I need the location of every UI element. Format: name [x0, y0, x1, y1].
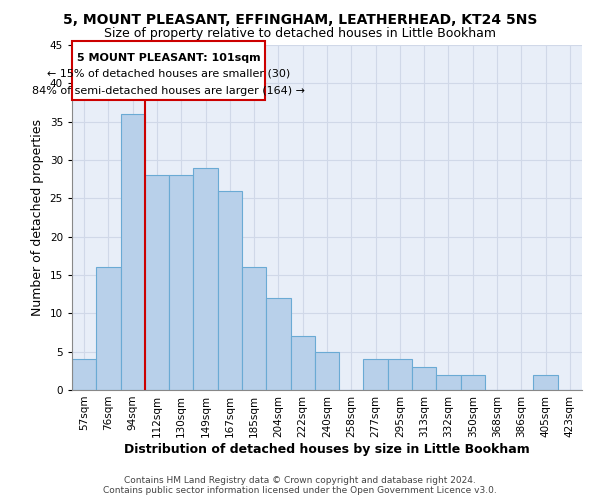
Bar	[72, 360, 96, 390]
Bar	[145, 176, 169, 390]
Bar	[290, 336, 315, 390]
Bar	[266, 298, 290, 390]
X-axis label: Distribution of detached houses by size in Little Bookham: Distribution of detached houses by size …	[124, 442, 530, 456]
Bar	[412, 367, 436, 390]
Bar	[242, 268, 266, 390]
Text: Contains HM Land Registry data © Crown copyright and database right 2024.
Contai: Contains HM Land Registry data © Crown c…	[103, 476, 497, 495]
Bar	[364, 360, 388, 390]
Bar	[461, 374, 485, 390]
Bar	[218, 190, 242, 390]
Bar	[96, 268, 121, 390]
Text: ← 15% of detached houses are smaller (30): ← 15% of detached houses are smaller (30…	[47, 68, 290, 78]
Text: Size of property relative to detached houses in Little Bookham: Size of property relative to detached ho…	[104, 28, 496, 40]
Y-axis label: Number of detached properties: Number of detached properties	[31, 119, 44, 316]
Bar	[388, 360, 412, 390]
Text: 5, MOUNT PLEASANT, EFFINGHAM, LEATHERHEAD, KT24 5NS: 5, MOUNT PLEASANT, EFFINGHAM, LEATHERHEA…	[63, 12, 537, 26]
Bar	[436, 374, 461, 390]
Bar	[533, 374, 558, 390]
Bar	[193, 168, 218, 390]
Text: 5 MOUNT PLEASANT: 101sqm: 5 MOUNT PLEASANT: 101sqm	[77, 52, 260, 62]
FancyBboxPatch shape	[72, 41, 265, 100]
Bar	[169, 176, 193, 390]
Bar	[121, 114, 145, 390]
Text: 84% of semi-detached houses are larger (164) →: 84% of semi-detached houses are larger (…	[32, 86, 305, 97]
Bar	[315, 352, 339, 390]
